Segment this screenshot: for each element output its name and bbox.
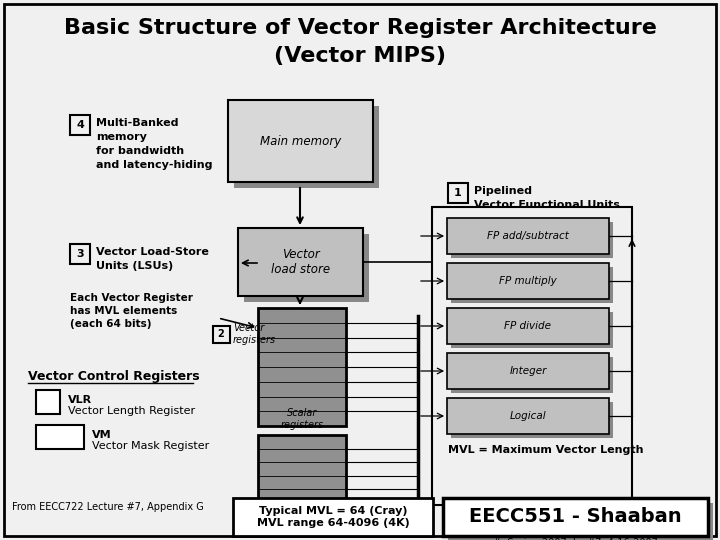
FancyBboxPatch shape xyxy=(447,353,609,389)
Text: FP divide: FP divide xyxy=(505,321,552,331)
FancyBboxPatch shape xyxy=(447,218,609,254)
FancyBboxPatch shape xyxy=(258,308,346,426)
FancyBboxPatch shape xyxy=(447,398,609,434)
Text: 3: 3 xyxy=(76,249,84,259)
FancyBboxPatch shape xyxy=(36,425,84,449)
Text: Vector
load store: Vector load store xyxy=(271,248,330,276)
FancyBboxPatch shape xyxy=(213,326,230,343)
FancyBboxPatch shape xyxy=(451,222,613,258)
FancyBboxPatch shape xyxy=(233,498,433,536)
Text: Pipelined
Vector Functional Units: Pipelined Vector Functional Units xyxy=(474,186,620,210)
FancyBboxPatch shape xyxy=(451,312,613,348)
FancyBboxPatch shape xyxy=(447,308,609,344)
Text: (Vector MIPS): (Vector MIPS) xyxy=(274,46,446,66)
FancyBboxPatch shape xyxy=(451,357,613,393)
Text: VM: VM xyxy=(92,430,112,440)
FancyBboxPatch shape xyxy=(234,106,379,188)
Text: Main memory: Main memory xyxy=(260,134,341,147)
Text: 1: 1 xyxy=(454,188,462,198)
FancyBboxPatch shape xyxy=(4,4,716,536)
Text: Multi-Banked
memory
for bandwidth
and latency-hiding: Multi-Banked memory for bandwidth and la… xyxy=(96,118,212,170)
Text: #  Spring 2007  lec#7  4-16-2007: # Spring 2007 lec#7 4-16-2007 xyxy=(492,538,657,540)
FancyBboxPatch shape xyxy=(451,267,613,303)
FancyBboxPatch shape xyxy=(448,183,468,203)
Text: FP multiply: FP multiply xyxy=(499,276,557,286)
Text: Vector Mask Register: Vector Mask Register xyxy=(92,441,210,451)
FancyBboxPatch shape xyxy=(238,228,363,296)
Text: Vector Length Register: Vector Length Register xyxy=(68,406,195,416)
FancyBboxPatch shape xyxy=(448,503,713,540)
Text: Scalar
registers: Scalar registers xyxy=(280,408,323,430)
Text: Vector Control Registers: Vector Control Registers xyxy=(28,370,199,383)
Text: From EECC722 Lecture #7, Appendix G: From EECC722 Lecture #7, Appendix G xyxy=(12,502,204,512)
Text: Vector Load-Store
Units (LSUs): Vector Load-Store Units (LSUs) xyxy=(96,247,209,271)
Text: Logical: Logical xyxy=(510,411,546,421)
Text: Vector
registers: Vector registers xyxy=(233,323,276,345)
FancyBboxPatch shape xyxy=(70,244,90,264)
FancyBboxPatch shape xyxy=(447,263,609,299)
Text: Integer: Integer xyxy=(509,366,546,376)
Text: Typical MVL = 64 (Cray)
MVL range 64-4096 (4K): Typical MVL = 64 (Cray) MVL range 64-409… xyxy=(256,506,410,528)
FancyBboxPatch shape xyxy=(451,402,613,438)
Text: Basic Structure of Vector Register Architecture: Basic Structure of Vector Register Archi… xyxy=(63,18,657,38)
FancyBboxPatch shape xyxy=(244,234,369,302)
Text: VLR: VLR xyxy=(68,395,92,405)
Text: 2: 2 xyxy=(217,329,225,339)
FancyBboxPatch shape xyxy=(258,435,346,503)
Text: EECC551 - Shaaban: EECC551 - Shaaban xyxy=(469,508,681,526)
FancyBboxPatch shape xyxy=(228,100,373,182)
FancyBboxPatch shape xyxy=(36,390,60,414)
Text: 4: 4 xyxy=(76,120,84,130)
Text: MVL = Maximum Vector Length: MVL = Maximum Vector Length xyxy=(448,445,644,455)
Text: Each Vector Register
has MVL elements
(each 64 bits): Each Vector Register has MVL elements (e… xyxy=(70,293,193,329)
FancyBboxPatch shape xyxy=(443,498,708,536)
FancyBboxPatch shape xyxy=(70,115,90,135)
Text: FP add/subtract: FP add/subtract xyxy=(487,231,569,241)
